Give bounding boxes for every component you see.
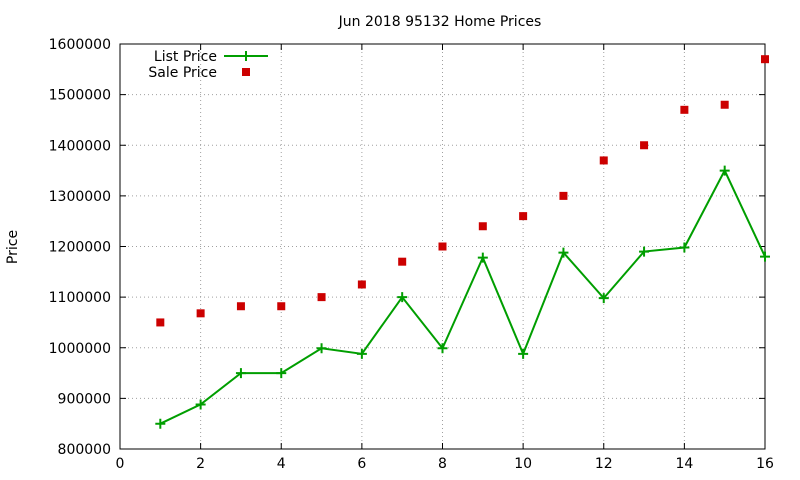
sale-price-point [236,302,245,311]
y-tick-label: 1300000 [49,189,111,205]
list-price-point [477,252,488,263]
list-price-point [276,368,287,379]
y-tick-label: 1500000 [49,88,111,104]
sale-price-point [599,156,608,165]
y-tick-label: 900000 [58,391,111,407]
list-price-point [679,242,690,253]
x-tick-label: 6 [357,456,366,472]
sale-price-point [277,302,286,311]
sale-price-point [438,242,447,251]
list-price-point [316,343,327,354]
list-price-point [397,292,408,303]
sale-price-point [761,55,769,64]
y-tick-label: 1400000 [49,138,111,154]
axes: 0 2 4 6 8 10 12 14 16 800000 900000 1000000 1100000 1… [49,37,774,472]
x-tick-label: 4 [277,456,286,472]
x-tick-label: 8 [438,456,447,472]
sale-price-point [519,212,528,221]
legend-sample-sale-price-marker [242,68,250,76]
list-price-point [598,293,609,304]
sale-price-point [478,222,487,231]
legend-label-sale-price: Sale Price [148,65,217,81]
x-tick-label: 14 [675,456,693,472]
list-price-point [437,343,448,354]
y-axis-label: Price [5,230,21,264]
x-tick-label: 0 [116,456,125,472]
x-tick-label: 12 [595,456,613,472]
series [155,55,770,429]
list-price-point [639,246,650,257]
sale-price-point [156,318,165,327]
x-tick-label: 10 [514,456,532,472]
list-price-point [155,418,166,429]
list-price-point [356,348,367,359]
list-price-point [518,348,529,359]
sale-price-point [720,100,729,109]
x-tick-label: 2 [196,456,205,472]
list-price-point [558,247,569,258]
legend-label-list-price: List Price [154,49,217,65]
sale-price-point [196,309,205,318]
y-tick-label: 800000 [58,442,111,458]
sale-price-point [398,257,407,266]
legend-sample-list-price-marker [241,51,251,61]
chart-title: Jun 2018 95132 Home Prices [338,14,542,30]
plot-border [119,43,766,450]
y-tick-label: 1600000 [49,37,111,53]
list-price-point [760,251,770,262]
legend: List Price Sale Price [148,49,268,81]
list-price-point [235,368,246,379]
list-price-point [195,399,206,410]
x-tick-label: 16 [756,456,774,472]
sale-price-point [559,191,568,200]
sale-price-point [680,105,689,114]
sale-price-point [317,293,326,302]
y-tick-label: 1100000 [49,290,111,306]
y-tick-label: 1200000 [49,240,111,256]
sale-price-point [640,141,649,150]
sale-price-point [357,280,366,289]
y-tick-label: 1000000 [49,341,111,357]
list-price-line [159,168,766,425]
list-price-point [719,165,730,176]
